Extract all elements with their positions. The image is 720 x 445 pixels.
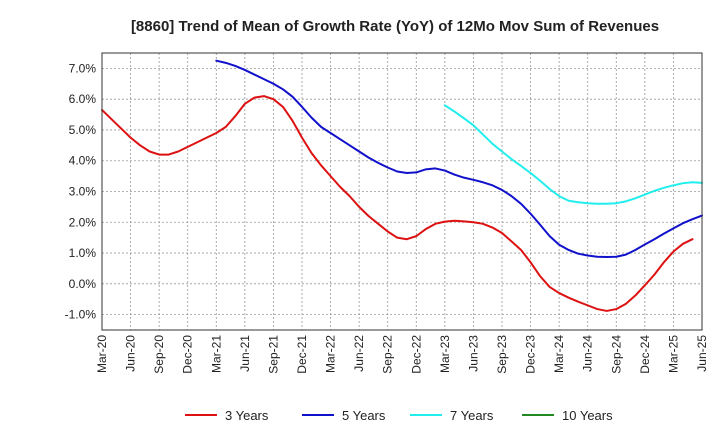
x-tick-label: Mar-22: [324, 335, 338, 373]
plot-frame: [101, 52, 703, 331]
x-tick-label: Dec-22: [409, 335, 423, 374]
x-tick-label: Sep-23: [495, 335, 509, 374]
x-tick-label: Mar-24: [552, 335, 566, 373]
y-axis: 7.0% 6.0% 5.0% 4.0% 3.0% 2.0% 1.0% 0.0% -1.0%: [65, 61, 97, 321]
y-tick-label: 7.0%: [69, 61, 97, 75]
x-tick-label: Sep-20: [152, 335, 166, 374]
x-tick-label: Jun-24: [581, 335, 595, 372]
x-tick-label: Jun-23: [466, 335, 480, 372]
legend: 3 Years 5 Years 7 Years 10 Years: [185, 408, 613, 423]
y-tick-label: 2.0%: [69, 215, 97, 229]
x-tick-label: Jun-22: [352, 335, 366, 372]
y-tick-label: 3.0%: [69, 185, 97, 199]
x-tick-label: Mar-25: [666, 335, 680, 373]
y-tick-label: 4.0%: [69, 154, 97, 168]
legend-label-7-years: 7 Years: [450, 408, 494, 423]
x-tick-label: Sep-22: [381, 335, 395, 374]
x-tick-label: Mar-20: [95, 335, 109, 373]
x-tick-label: Dec-20: [181, 335, 195, 374]
x-axis: Mar-20 Jun-20 Sep-20 Dec-20 Mar-21 Jun-21 Sep-…: [95, 335, 709, 374]
x-tick-label: Mar-21: [209, 335, 223, 373]
legend-label-5-years: 5 Years: [342, 408, 386, 423]
x-tick-label: Sep-21: [266, 335, 280, 374]
x-tick-label: Dec-21: [295, 335, 309, 374]
series-layer: [101, 59, 703, 312]
x-tick-label: Jun-20: [124, 335, 138, 372]
series-line-3-years: [101, 95, 694, 312]
y-tick-label: 6.0%: [69, 92, 97, 106]
x-tick-label: Dec-24: [638, 335, 652, 374]
x-tick-label: Jun-25: [695, 335, 709, 372]
x-tick-label: Jun-21: [238, 335, 252, 372]
y-tick-label: -1.0%: [65, 308, 97, 322]
x-tick-label: Sep-24: [609, 335, 623, 374]
y-tick-label: 0.0%: [69, 277, 97, 291]
x-tick-label: Dec-23: [524, 335, 538, 374]
legend-label-10-years: 10 Years: [562, 408, 613, 423]
y-tick-label: 1.0%: [69, 246, 97, 260]
series-line-7-years: [443, 104, 703, 205]
y-tick-label: 5.0%: [69, 123, 97, 137]
grid-layer: [102, 53, 702, 330]
x-tick-label: Mar-23: [438, 335, 452, 373]
series-line-5-years: [215, 59, 703, 259]
chart-title: [8860] Trend of Mean of Growth Rate (YoY…: [131, 18, 659, 35]
legend-label-3-years: 3 Years: [225, 408, 269, 423]
